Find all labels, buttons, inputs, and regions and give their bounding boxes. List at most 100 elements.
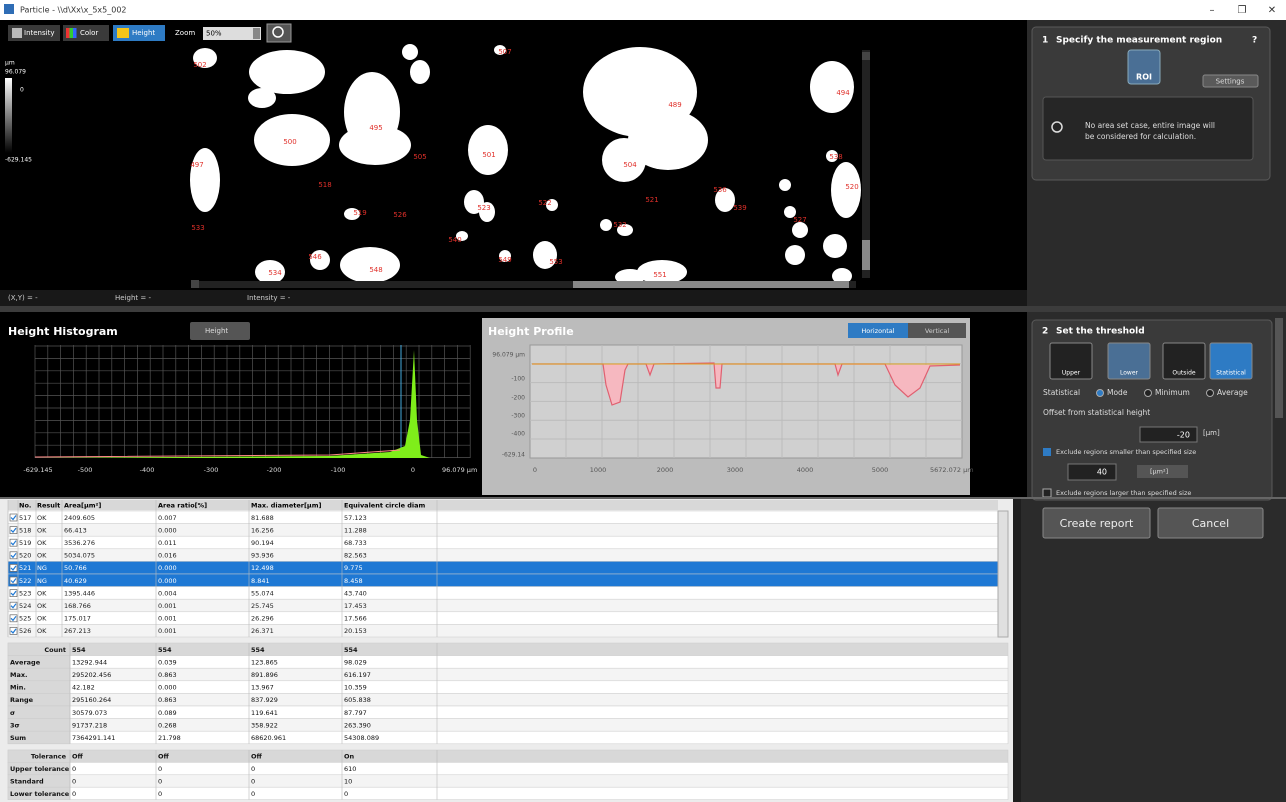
cell: Off bbox=[251, 753, 263, 761]
close-button[interactable] bbox=[191, 280, 199, 288]
table-row[interactable] bbox=[7, 561, 999, 575]
particle-label: 505 bbox=[413, 153, 426, 161]
icon bbox=[73, 28, 77, 38]
cell: 91737.218 bbox=[72, 721, 107, 729]
particle bbox=[546, 199, 558, 211]
roi-button[interactable] bbox=[1127, 49, 1161, 85]
table-row[interactable] bbox=[7, 624, 999, 638]
check bbox=[10, 565, 17, 571]
cell: 525 bbox=[19, 615, 31, 623]
checkbox[interactable] bbox=[9, 601, 18, 610]
checkbox[interactable] bbox=[1043, 448, 1051, 456]
method-button[interactable] bbox=[1162, 342, 1206, 380]
method-button[interactable] bbox=[1209, 342, 1253, 380]
method-button[interactable] bbox=[1049, 342, 1093, 380]
table-row[interactable] bbox=[7, 510, 999, 524]
particle-label: 521 bbox=[645, 196, 658, 204]
table-row[interactable] bbox=[7, 548, 999, 562]
checkbox[interactable] bbox=[9, 627, 18, 635]
particle bbox=[831, 162, 861, 218]
table-row[interactable] bbox=[7, 611, 999, 625]
checkbox[interactable] bbox=[9, 538, 18, 547]
action-button[interactable] bbox=[1157, 507, 1264, 539]
cell: 43.740 bbox=[344, 589, 367, 597]
tab-label: Horizontal bbox=[861, 327, 894, 335]
settings-button[interactable] bbox=[1202, 74, 1259, 88]
radio[interactable] bbox=[1144, 389, 1152, 397]
table-row[interactable] bbox=[7, 598, 999, 613]
offset-unit: [µm] bbox=[1203, 429, 1220, 437]
histogram-mode-label: Height bbox=[205, 327, 228, 335]
vertical-tab[interactable] bbox=[908, 323, 966, 338]
particle-label: 532 bbox=[613, 221, 626, 229]
histogram-mode[interactable] bbox=[190, 322, 250, 340]
particle bbox=[310, 250, 330, 270]
action-button[interactable] bbox=[1042, 507, 1151, 539]
checkbox[interactable] bbox=[9, 526, 18, 534]
radio[interactable] bbox=[1096, 389, 1104, 397]
radio-label: Minimum bbox=[1155, 388, 1190, 397]
icon bbox=[272, 26, 284, 38]
table-row[interactable] bbox=[7, 523, 999, 537]
horizontal-tab[interactable] bbox=[848, 323, 908, 338]
histogram-tick-label: -200 bbox=[267, 466, 282, 474]
cell: 520 bbox=[19, 552, 31, 560]
table-row[interactable] bbox=[7, 573, 999, 587]
profile-y-tick: -100 bbox=[511, 376, 525, 383]
method-label: Outside bbox=[1172, 370, 1195, 377]
profile-x-tick: 4000 bbox=[797, 466, 814, 474]
cell: 523 bbox=[19, 589, 31, 597]
unit-select[interactable] bbox=[1137, 465, 1188, 478]
cell: 0.001 bbox=[158, 615, 177, 623]
cell: 610 bbox=[344, 765, 356, 773]
panel-title: Specify the measurement region bbox=[1056, 36, 1222, 46]
zoom-select[interactable] bbox=[203, 27, 261, 40]
cell: 66.413 bbox=[64, 526, 87, 534]
column-header: Equivalent circle diam bbox=[344, 502, 426, 510]
close-button[interactable] bbox=[862, 52, 870, 60]
checkbox[interactable] bbox=[9, 513, 18, 522]
scrollbar bbox=[1013, 499, 1021, 802]
particle bbox=[715, 188, 735, 212]
cell: 93.936 bbox=[251, 552, 274, 560]
particle bbox=[249, 50, 325, 94]
profile-y-tick: -300 bbox=[511, 413, 525, 420]
table-row[interactable] bbox=[7, 586, 999, 600]
scroll-thumb[interactable] bbox=[862, 240, 870, 270]
offset-input[interactable] bbox=[1139, 426, 1198, 443]
scroll-thumb[interactable] bbox=[573, 281, 849, 288]
cell: 0 bbox=[251, 790, 255, 798]
size-input[interactable] bbox=[1067, 463, 1117, 481]
cell: 0.004 bbox=[158, 589, 177, 597]
radio[interactable] bbox=[1206, 389, 1214, 397]
particle bbox=[628, 110, 708, 170]
histogram-baseline bbox=[34, 449, 401, 458]
particle bbox=[339, 125, 411, 165]
unit-label: [µm²] bbox=[1150, 468, 1168, 476]
h-scrollbar bbox=[198, 281, 856, 288]
cell: 98.029 bbox=[344, 658, 367, 666]
splitter bbox=[0, 497, 1286, 499]
cell: OK bbox=[37, 589, 47, 597]
cell: 5034.075 bbox=[64, 552, 95, 560]
cell: 123.865 bbox=[251, 658, 278, 666]
cell: 0.001 bbox=[158, 627, 177, 635]
search-button[interactable] bbox=[266, 23, 292, 43]
table-row[interactable] bbox=[7, 535, 999, 550]
checkbox[interactable] bbox=[1042, 488, 1052, 498]
scale-bar bbox=[5, 78, 12, 153]
checkbox[interactable] bbox=[9, 614, 18, 623]
cell: OK bbox=[37, 615, 47, 623]
checkbox[interactable] bbox=[9, 589, 18, 597]
checkbox[interactable] bbox=[9, 564, 18, 572]
cell: 13292.944 bbox=[72, 658, 107, 666]
cell: 175.017 bbox=[64, 615, 91, 623]
cell: 521 bbox=[19, 564, 31, 572]
particle-label: 526 bbox=[393, 211, 407, 219]
checkbox[interactable] bbox=[9, 551, 18, 560]
checkbox[interactable] bbox=[9, 576, 18, 585]
method-button[interactable] bbox=[1107, 342, 1151, 380]
cell: 10.359 bbox=[344, 684, 367, 692]
cell: 0.863 bbox=[158, 671, 177, 679]
